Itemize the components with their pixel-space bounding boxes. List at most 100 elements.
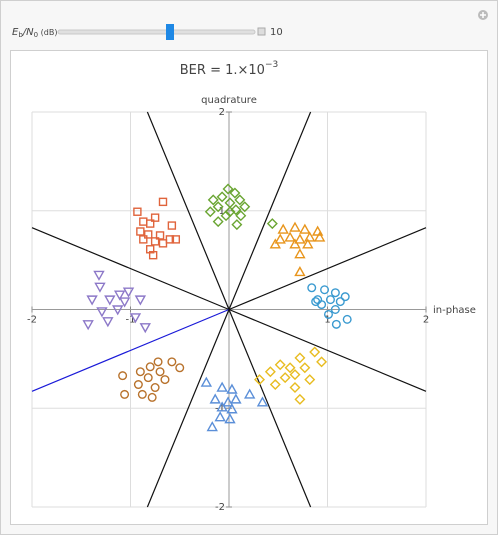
data-point [216, 191, 228, 203]
data-point [277, 223, 289, 234]
x-tick-label: -1 [126, 315, 136, 326]
data-point [102, 317, 114, 328]
data-point [209, 393, 221, 404]
data-point [226, 383, 238, 394]
data-point [104, 295, 116, 306]
data-point [340, 292, 350, 302]
data-point [294, 393, 306, 405]
slider-label: Eb/N0 (dB) [12, 27, 57, 39]
data-point [222, 396, 234, 407]
plot-area: -2 -1 1 2 -2 -1 1 2 [27, 107, 429, 513]
data-point [171, 235, 181, 244]
data-point [304, 374, 316, 386]
data-point [145, 362, 155, 372]
data-point [206, 421, 218, 432]
decision-boundary [31, 227, 230, 311]
data-point [136, 227, 145, 236]
data-point [284, 362, 296, 374]
data-point [111, 305, 124, 316]
data-point [239, 201, 251, 213]
data-point [200, 376, 213, 387]
data-point [264, 366, 276, 378]
data-point [320, 285, 330, 295]
data-point [148, 250, 158, 260]
decision-boundary [228, 111, 312, 310]
slider-value: 10 [270, 27, 283, 38]
data-point [212, 201, 224, 213]
data-point [139, 235, 148, 244]
data-point [160, 375, 170, 385]
data-point [150, 213, 160, 222]
data-point [204, 206, 216, 218]
options-icon [480, 12, 486, 18]
data-point [266, 218, 278, 230]
data-point [158, 197, 168, 207]
data-point [323, 309, 333, 319]
data-point [330, 305, 340, 315]
data-point [94, 282, 106, 293]
data-point [207, 194, 219, 206]
data-point [216, 381, 228, 392]
decision-boundary [146, 111, 230, 310]
y-tick-label: 2 [219, 107, 225, 118]
y-tick-label: -2 [215, 502, 225, 513]
data-point [304, 231, 316, 242]
data-point [299, 223, 311, 234]
x-tick-label: 1 [324, 315, 330, 326]
data-point [330, 288, 340, 298]
data-point [294, 233, 306, 244]
data-point [335, 297, 345, 307]
data-point [113, 290, 126, 301]
data-point [269, 379, 281, 391]
data-point [302, 238, 314, 249]
label-part: E [12, 27, 19, 38]
decision-boundary [228, 309, 312, 508]
data-point [309, 346, 321, 358]
label-part: 0 [34, 31, 38, 39]
data-point [175, 363, 185, 373]
data-point [158, 239, 168, 248]
decision-boundary [228, 227, 427, 311]
label-part: b [18, 31, 23, 39]
data-point [274, 359, 286, 371]
data-point [299, 362, 311, 374]
slider-expand[interactable] [257, 27, 266, 36]
data-point [133, 380, 143, 390]
label-part: (dB) [38, 28, 57, 37]
data-point [167, 357, 177, 367]
data-point [143, 373, 153, 383]
data-point [289, 382, 301, 394]
data-point [86, 295, 98, 306]
label-part: /N [22, 27, 34, 38]
data-point [254, 374, 266, 386]
data-point [284, 231, 296, 242]
data-point [224, 206, 236, 218]
x-axis-label: in-phase [433, 305, 476, 316]
data-point [122, 287, 135, 298]
data-point [120, 389, 130, 399]
data-point [135, 367, 145, 377]
slider-thumb[interactable] [166, 24, 174, 40]
data-point [153, 357, 163, 367]
data-point [289, 221, 301, 232]
decision-boundary [228, 308, 427, 392]
data-point [230, 204, 242, 216]
data-point [150, 237, 160, 246]
y-tick-label: -1 [215, 403, 225, 414]
data-point [155, 231, 165, 240]
data-point [311, 297, 321, 307]
slider-track[interactable] [57, 29, 256, 35]
data-point [145, 219, 155, 228]
data-point [231, 219, 243, 231]
data-point [212, 216, 224, 228]
data-point [226, 403, 238, 414]
plot-panel [10, 50, 488, 525]
data-point [118, 371, 128, 381]
data-point [229, 187, 241, 199]
data-point [155, 367, 165, 377]
data-point [147, 392, 157, 402]
data-point [342, 314, 352, 324]
data-point [118, 297, 131, 308]
data-point [235, 210, 247, 222]
data-point [150, 383, 160, 393]
